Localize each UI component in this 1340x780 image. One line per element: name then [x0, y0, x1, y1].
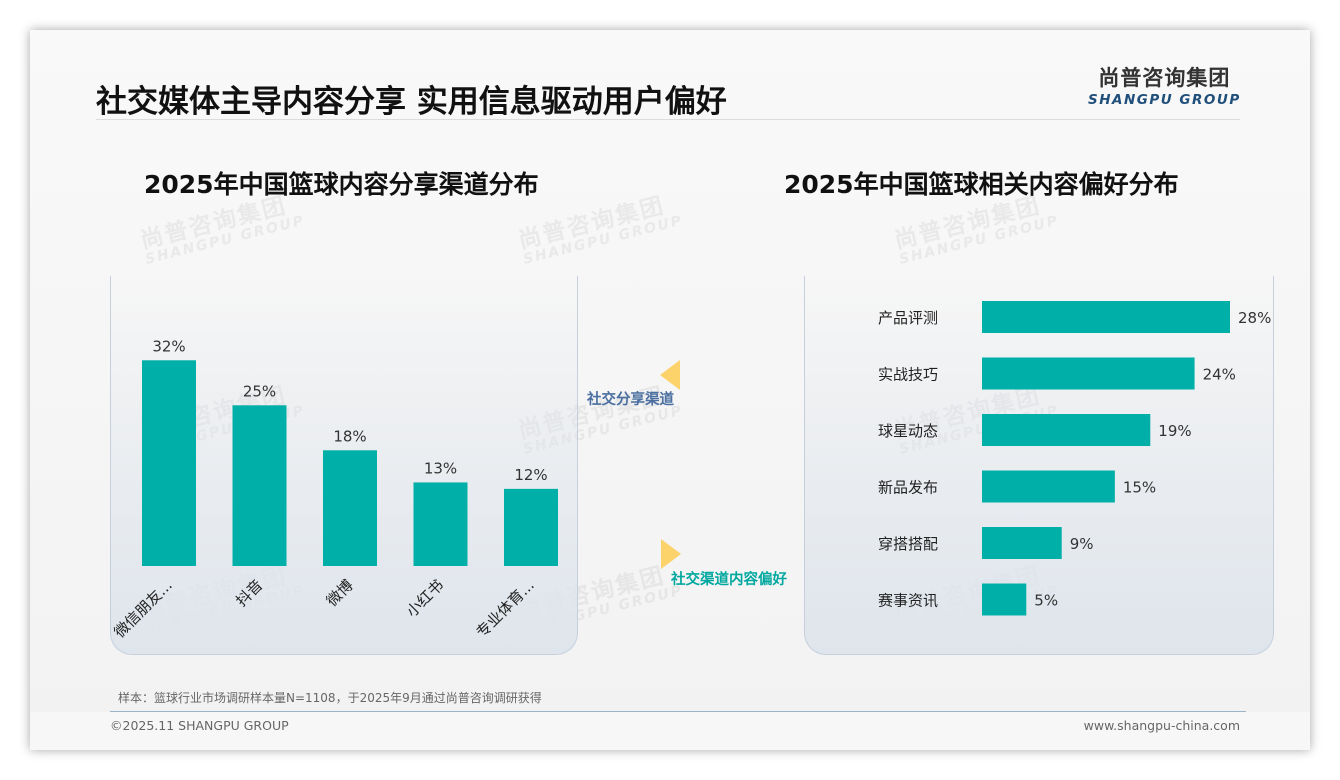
bar	[323, 450, 377, 566]
bar	[982, 527, 1062, 559]
bar	[504, 488, 558, 566]
slide: 尚普咨询集团 SHANGPU GROUP 尚普咨询集团 SHANGPU GROUP …	[30, 30, 1310, 750]
footer-website: www.shangpu-china.com	[1083, 718, 1240, 733]
logo-text-en: SHANGPU GROUP	[1088, 92, 1241, 108]
logo-text-cn: 尚普咨询集团	[1098, 66, 1231, 90]
flow-label-preference: 社交渠道内容偏好	[671, 572, 787, 588]
triangle-right-icon	[661, 539, 681, 569]
bar	[142, 360, 196, 566]
category-label: 穿搭搭配	[878, 535, 938, 553]
chart-panel-right	[804, 276, 1274, 655]
title-divider	[96, 119, 1240, 120]
bar	[232, 405, 287, 566]
hbar-chart-content-preference: 28% 产品评测 24% 实战技巧 19% 球星动态 15% 新品发布 9% 穿搭搭配 5% 赛事资讯	[878, 301, 1271, 616]
company-logo: 尚普咨询集团 SHANGPU GROUP	[1088, 62, 1241, 108]
triangle-left-icon	[660, 360, 680, 390]
data-label: 12%	[514, 466, 547, 484]
page-title: 社交媒体主导内容分享 实用信息驱动用户偏好	[96, 84, 727, 120]
category-label: 小红书	[403, 576, 448, 621]
category-label: 产品评测	[878, 309, 938, 327]
flow-label-sharing: 社交分享渠道	[587, 392, 674, 408]
data-label: 19%	[1158, 422, 1191, 440]
bar	[982, 414, 1151, 446]
data-label: 24%	[1203, 366, 1236, 384]
bar	[413, 482, 468, 566]
data-label: 9%	[1070, 535, 1094, 553]
footer-band	[30, 712, 1310, 750]
data-label: 32%	[152, 337, 185, 355]
data-label: 5%	[1034, 592, 1058, 610]
category-label: 抖音	[232, 576, 266, 610]
sample-note: 样本：篮球行业市场调研样本量N=1108，于2025年9月通过尚普咨询调研获得	[118, 691, 542, 705]
category-label: 赛事资讯	[878, 592, 938, 610]
category-label: 微信朋友...	[111, 576, 176, 641]
category-label: 球星动态	[878, 422, 938, 440]
data-label: 28%	[1238, 309, 1271, 327]
bar	[982, 583, 1027, 616]
bar	[982, 301, 1230, 333]
chart-title-content-preference: 2025年中国篮球相关内容偏好分布	[784, 170, 1179, 199]
category-label: 实战技巧	[878, 366, 938, 384]
category-label: 微博	[323, 576, 357, 610]
bar-chart-sharing-channels: 32% 微信朋友... 25% 抖音 18% 微博 13% 小红书 12% 专业体育...	[111, 337, 558, 641]
footer-copyright: ©2025.11 SHANGPU GROUP	[110, 718, 289, 733]
category-label: 新品发布	[878, 479, 938, 497]
data-label: 25%	[243, 382, 276, 400]
footer-divider	[110, 711, 1246, 712]
bar	[982, 470, 1115, 503]
data-label: 13%	[424, 459, 457, 477]
data-label: 15%	[1123, 479, 1156, 497]
category-label: 专业体育...	[473, 576, 538, 641]
data-label: 18%	[333, 427, 366, 445]
chart-title-sharing-channels: 2025年中国篮球内容分享渠道分布	[144, 170, 539, 199]
bar	[982, 357, 1195, 390]
